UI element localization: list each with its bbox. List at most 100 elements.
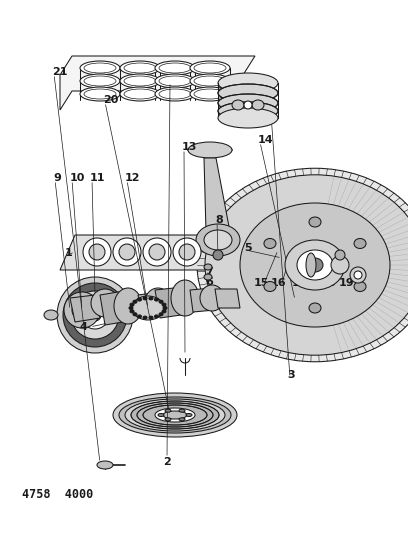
Ellipse shape: [165, 409, 171, 412]
Text: 19: 19: [338, 278, 354, 288]
Ellipse shape: [204, 274, 212, 280]
Ellipse shape: [143, 238, 171, 266]
Ellipse shape: [155, 315, 158, 318]
Text: 13: 13: [182, 142, 197, 152]
Text: 2: 2: [163, 457, 171, 467]
Ellipse shape: [188, 142, 232, 158]
Ellipse shape: [155, 61, 195, 75]
Text: 6: 6: [205, 277, 213, 287]
Text: 1: 1: [65, 248, 73, 258]
Ellipse shape: [131, 401, 219, 429]
Ellipse shape: [80, 74, 120, 88]
Polygon shape: [138, 292, 165, 318]
Ellipse shape: [354, 281, 366, 292]
Text: 14: 14: [258, 135, 274, 145]
Ellipse shape: [120, 74, 160, 88]
Ellipse shape: [197, 168, 408, 362]
Ellipse shape: [143, 405, 207, 425]
Ellipse shape: [204, 230, 232, 250]
Ellipse shape: [149, 316, 153, 319]
Ellipse shape: [81, 301, 109, 329]
Ellipse shape: [129, 306, 133, 310]
Ellipse shape: [158, 414, 164, 416]
Text: 11: 11: [90, 173, 106, 183]
Polygon shape: [70, 295, 100, 322]
Ellipse shape: [173, 238, 201, 266]
Ellipse shape: [159, 313, 163, 316]
Text: 16: 16: [271, 278, 287, 288]
Ellipse shape: [57, 277, 133, 353]
Ellipse shape: [350, 267, 366, 283]
Text: 20: 20: [103, 95, 118, 105]
Ellipse shape: [120, 87, 160, 101]
Ellipse shape: [213, 250, 223, 260]
Ellipse shape: [71, 291, 119, 339]
Ellipse shape: [80, 87, 120, 101]
Ellipse shape: [354, 271, 362, 279]
Ellipse shape: [218, 94, 278, 112]
Ellipse shape: [133, 313, 137, 316]
Ellipse shape: [83, 238, 111, 266]
Ellipse shape: [130, 310, 134, 313]
Text: 9: 9: [53, 173, 61, 183]
Ellipse shape: [190, 61, 230, 75]
Ellipse shape: [155, 298, 158, 301]
Ellipse shape: [309, 217, 321, 227]
Ellipse shape: [119, 397, 231, 433]
Ellipse shape: [113, 238, 141, 266]
Text: 5: 5: [244, 243, 252, 253]
Ellipse shape: [149, 297, 153, 300]
Ellipse shape: [91, 289, 119, 317]
Ellipse shape: [307, 258, 323, 272]
Ellipse shape: [218, 84, 278, 102]
Ellipse shape: [205, 175, 408, 355]
Ellipse shape: [137, 298, 142, 301]
Ellipse shape: [72, 300, 92, 320]
Ellipse shape: [331, 256, 349, 274]
Ellipse shape: [44, 310, 58, 320]
Ellipse shape: [89, 244, 105, 260]
Ellipse shape: [89, 309, 101, 321]
Ellipse shape: [80, 61, 120, 75]
Polygon shape: [215, 289, 240, 308]
Ellipse shape: [186, 414, 192, 416]
Ellipse shape: [218, 73, 278, 93]
Text: 17: 17: [291, 278, 307, 288]
Ellipse shape: [264, 238, 276, 248]
Text: 8: 8: [215, 215, 223, 225]
Ellipse shape: [218, 108, 278, 128]
Ellipse shape: [114, 288, 142, 324]
Ellipse shape: [190, 74, 230, 88]
Polygon shape: [155, 287, 188, 318]
Text: 4758  4000: 4758 4000: [22, 488, 93, 501]
Ellipse shape: [125, 399, 225, 431]
Ellipse shape: [137, 403, 213, 427]
Text: 21: 21: [52, 67, 67, 77]
Ellipse shape: [200, 285, 224, 311]
Ellipse shape: [155, 408, 195, 422]
Ellipse shape: [143, 316, 147, 319]
Ellipse shape: [145, 288, 171, 316]
Ellipse shape: [119, 244, 135, 260]
Ellipse shape: [149, 244, 165, 260]
Ellipse shape: [252, 100, 264, 110]
Ellipse shape: [64, 292, 100, 328]
Polygon shape: [190, 288, 215, 312]
Text: 7: 7: [205, 267, 213, 277]
Text: 10: 10: [70, 173, 85, 183]
Ellipse shape: [240, 203, 390, 327]
Ellipse shape: [163, 306, 167, 310]
Polygon shape: [204, 158, 230, 232]
Ellipse shape: [335, 250, 345, 260]
Text: 12: 12: [125, 173, 140, 183]
Ellipse shape: [285, 240, 345, 290]
Ellipse shape: [264, 281, 276, 292]
Ellipse shape: [120, 61, 160, 75]
Ellipse shape: [232, 100, 244, 110]
Ellipse shape: [132, 296, 164, 320]
Ellipse shape: [97, 461, 113, 469]
Ellipse shape: [244, 101, 252, 109]
Polygon shape: [60, 235, 225, 270]
Text: 3: 3: [287, 370, 295, 380]
Polygon shape: [100, 290, 135, 325]
